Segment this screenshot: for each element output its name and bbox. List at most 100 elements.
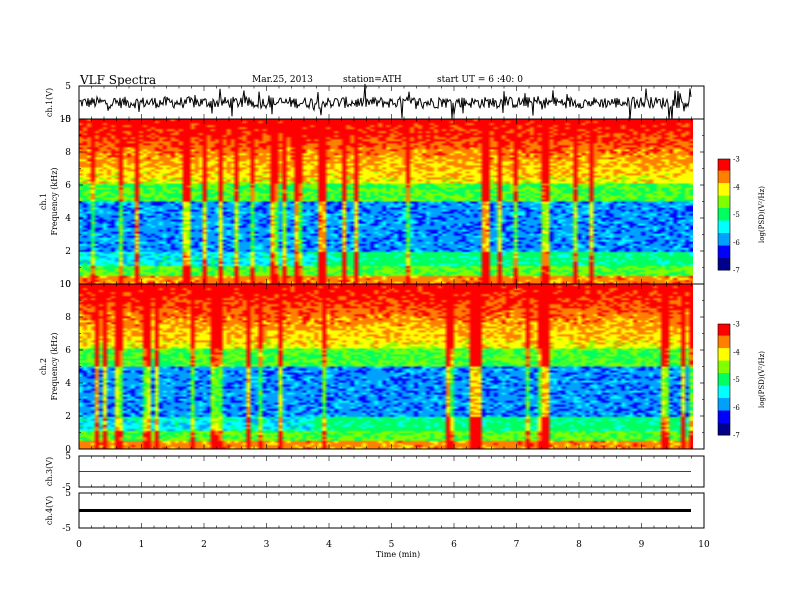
colorbar-swatch <box>718 344 730 347</box>
colorbar-swatch <box>718 261 730 264</box>
colorbar-swatch <box>718 193 730 196</box>
colorbar-tick-label: -4 <box>733 183 740 191</box>
colorbar-swatch <box>718 412 730 415</box>
colorbar-swatch <box>718 207 730 210</box>
colorbar-tick-label: -3 <box>733 321 740 329</box>
colorbar-swatch <box>718 238 730 240</box>
x-tick-label: 4 <box>326 540 332 550</box>
date-label: Mar.25, 2013 <box>252 75 313 85</box>
x-tick-label: 6 <box>451 540 457 550</box>
colorbar-swatch <box>718 371 730 374</box>
colorbar-swatch <box>718 217 730 220</box>
colorbar-swatch <box>718 367 730 369</box>
colorbar-swatch <box>718 335 730 337</box>
colorbar-frame <box>717 323 731 436</box>
colorbar-swatch <box>718 389 730 392</box>
colorbar-swatch <box>718 181 730 184</box>
colorbar-swatch <box>718 328 730 331</box>
colorbar-swatch <box>718 247 730 250</box>
colorbar-swatch <box>718 405 730 408</box>
colorbar-swatch <box>718 422 730 425</box>
y-tick-label: 5 <box>65 82 71 92</box>
x-tick-label: 5 <box>389 540 395 550</box>
colorbar-swatch <box>718 343 730 346</box>
colorbar-swatch <box>718 390 730 393</box>
x-tick-label: 1 <box>139 540 145 550</box>
colorbar-swatch <box>718 200 730 203</box>
colorbar-swatch <box>718 228 730 231</box>
colorbar-swatch <box>718 258 730 261</box>
colorbar-swatch <box>718 174 730 177</box>
colorbar-swatch <box>718 186 730 189</box>
colorbar-swatch <box>718 232 730 235</box>
colorbar-swatch <box>718 256 730 259</box>
colorbar-swatch <box>718 330 730 333</box>
colorbar-swatch <box>718 396 730 399</box>
waveform-trace-ch1 <box>78 83 692 121</box>
colorbar-swatch <box>718 372 730 375</box>
colorbar-swatch <box>718 235 730 238</box>
colorbar-swatch <box>718 159 730 161</box>
colorbar-swatch <box>718 421 730 424</box>
colorbar-swatch <box>718 340 730 343</box>
y-axis-label: Frequency (kHz) <box>50 167 59 235</box>
colorbar-swatch <box>718 364 730 367</box>
colorbar-swatch <box>718 239 730 242</box>
colorbar-swatch <box>718 336 730 339</box>
colorbar-swatch <box>718 161 730 164</box>
y-tick-label: 6 <box>65 181 71 191</box>
colorbar-swatch <box>718 423 730 426</box>
colorbar-swatch <box>718 398 730 401</box>
colorbar-swatch <box>718 249 730 252</box>
colorbar-swatch <box>718 253 730 256</box>
colorbar-swatch <box>718 378 730 380</box>
colorbar-swatch <box>718 188 730 191</box>
colorbar-swatch <box>718 329 730 332</box>
colorbar-tick-label: -7 <box>733 267 740 275</box>
colorbar-swatch <box>718 202 730 204</box>
colorbar-swatch <box>718 379 730 382</box>
colorbar-swatch <box>718 368 730 371</box>
colorbar-swatch <box>718 391 730 394</box>
colorbar-swatch <box>718 418 730 421</box>
colorbar-swatch <box>718 347 730 350</box>
colorbar-swatch <box>718 333 730 336</box>
figure-title: VLF Spectra <box>79 73 156 87</box>
colorbar-swatch <box>718 428 730 430</box>
y-axis-label: ch.2 <box>39 358 48 375</box>
colorbar-swatch <box>718 408 730 411</box>
colorbar-swatch <box>718 332 730 335</box>
colorbar-swatch <box>718 425 730 428</box>
colorbar-swatch <box>718 243 730 246</box>
spectrogram-image <box>79 119 693 284</box>
colorbar-tick-label: -5 <box>733 376 740 384</box>
colorbar-swatch <box>718 339 730 342</box>
colorbar-swatch <box>718 268 730 271</box>
colorbar-swatch <box>718 387 730 390</box>
y-tick-label: 4 <box>65 379 71 389</box>
y-tick-label: 10 <box>60 115 72 125</box>
colorbar-swatch <box>718 386 730 389</box>
spectrogram-ch2 <box>79 284 693 449</box>
colorbar-swatch <box>718 183 730 186</box>
colorbar-swatch <box>718 383 730 386</box>
y-tick-label: 5 <box>65 452 71 462</box>
y-tick-label: 8 <box>65 148 71 158</box>
x-axis-label: Time (min) <box>376 550 420 559</box>
colorbar-tick-label: -7 <box>733 432 740 440</box>
colorbar-swatch <box>718 214 730 217</box>
colorbar-swatch <box>718 353 730 356</box>
y-tick-label: 0 <box>65 445 71 455</box>
colorbar-swatch <box>718 397 730 400</box>
colorbar-swatch <box>718 354 730 357</box>
start-time-label: start UT = 6 :40: 0 <box>437 75 523 85</box>
colorbar-swatch <box>718 167 730 170</box>
colorbar-swatch <box>718 400 730 403</box>
colorbar-swatch <box>718 224 730 227</box>
colorbar-swatch <box>718 362 730 365</box>
y-axis-label: Frequency (kHz) <box>50 332 59 400</box>
colorbar-swatch <box>718 265 730 268</box>
colorbar-swatch <box>718 375 730 378</box>
colorbar-swatch <box>718 245 730 247</box>
colorbar-swatch <box>718 177 730 179</box>
